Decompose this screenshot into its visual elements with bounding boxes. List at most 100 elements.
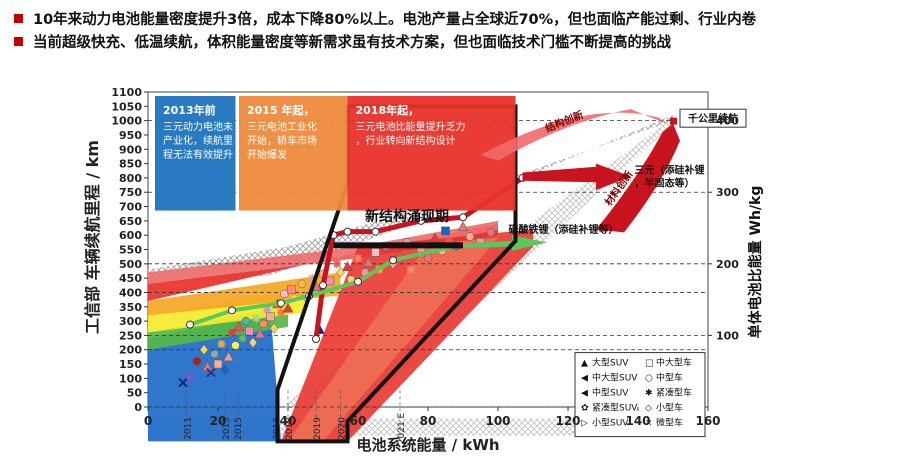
target-label: 千公里续航 [688,112,738,125]
vehicle-point [287,285,296,294]
legend-box [574,352,706,438]
y-axis-label-group: 工信部 车辆续航里程 / km [83,140,102,334]
vehicle-point [220,364,230,376]
y-tick-label: 550 [119,244,142,257]
material-innovation-arrow [596,123,680,233]
year-label: 2015 [234,417,244,440]
y-tick-label: 1000 [111,115,142,128]
energy-range-chart: 工信部 车辆续航里程 / km 单体电池比能量 Wh/kg 电池系统能量 / k… [83,86,764,454]
bullet-1: 10年来动力电池能量密度提升3倍，成本下降80%以上。电池产量占全球近70%，但… [14,8,756,29]
x-tick-label: 160 [695,414,720,428]
series-ternary-line [313,175,524,340]
year-label: 2020 [338,417,348,440]
legend-label: 微型车 [656,417,683,429]
vehicle-point [254,328,266,339]
vehicle-point [445,236,453,245]
vehicle-point [266,312,275,322]
legend-label: 大型SUV [592,357,629,369]
vehicle-point [429,232,441,243]
y-tick-label: 950 [119,129,142,142]
bullet-2-text: 当前超级快充、低温续航，体积能量密度等新需求虽有技术方案，但也面临技术门槛不断提… [33,35,671,51]
structure-innovation-arrow [480,109,666,161]
series-ternary-point [417,216,425,225]
vehicle-point [263,305,271,314]
year-label: 2013 [222,417,232,440]
y-tick-label: 850 [119,158,142,171]
y-tick-label: 50 [127,387,143,400]
vehicle-point [333,259,341,268]
vehicle-point [363,256,374,267]
vehicle-point [354,254,362,263]
legend-symbol: ▷ [581,419,588,429]
lfp-label: 磷酸铁锂（添硅补锂等） [509,223,619,236]
legend-label: 小型SUV [592,418,629,429]
vehicle-point [308,274,317,283]
y-tick-label: 750 [119,186,142,199]
x-tick-label: 100 [485,414,510,428]
era-title: 2018年起， [356,103,420,117]
legend-symbol: ◀ [581,389,588,399]
x-tick-label: 0 [144,414,152,428]
year-label: 2021 E [397,412,407,444]
x-tick-label: 20 [210,414,227,428]
era-text-line: 程无法有效提升 [163,148,233,161]
year-label: 2018 [285,417,295,440]
y-axis-right-label: 单体电池比能量 Wh/kg [747,186,764,339]
bullet-marker [14,37,23,46]
y-tick-label: 800 [119,172,142,185]
vehicle-point [223,351,234,362]
year-label: 2019 [313,417,323,440]
y-tick-label: 0 [134,401,142,414]
bullet-marker [14,14,23,23]
era-title: 2013年前 [163,103,216,117]
legend-label: 中型车 [656,372,683,384]
era-box-1 [239,96,348,211]
era-text-line: 三元电池工业化 [247,120,317,133]
year-label: 2011 [184,417,194,440]
bullet-2: 当前超级快充、低温续航，体积能量密度等新需求虽有技术方案，但也面临技术门槛不断提… [14,31,671,52]
vehicle-point [441,226,450,236]
legend-label: 紧凑型SUV [592,402,638,414]
x-tick-label: 140 [625,414,650,428]
legend-symbol: ▲ [581,359,588,369]
era-text-line: 开始爆发 [247,148,287,161]
y-tick-label: 450 [119,272,142,285]
vehicle-point [178,377,188,388]
target-marker [670,117,677,125]
vehicle-point [259,319,268,329]
vehicle-point [406,265,415,274]
vehicle-point [228,328,236,337]
y-tick-label: 500 [119,258,142,271]
vehicle-point [210,349,219,359]
y-tick-label: 200 [119,344,142,357]
x-tick-label: 40 [280,414,297,428]
vehicle-point [280,289,289,299]
series-ternary-point [371,227,380,236]
vehicle-point [465,232,475,241]
legend-label: 小型车 [656,402,683,414]
legend-symbol: ◇ [645,404,652,414]
legend-symbol: □ [645,359,654,369]
y-tick-label: 300 [119,315,142,328]
y-tick-label: 700 [119,201,142,214]
vehicle-point [231,341,240,350]
y-tick-label: 100 [119,372,142,385]
legend-symbol: ✿ [581,404,589,414]
y-tick-label: 650 [119,215,142,228]
era-text-line: 开始，轿车市场 [247,134,317,147]
vehicle-point [192,356,202,366]
y-right-tick-label: 100 [716,329,739,342]
plot-area: 2011 2013 2015 2016 2018 2019 2020 2021 E2013年前… [111,86,747,444]
bullet-1-text: 10年来动力电池能量密度提升3倍，成本下降80%以上。电池产量占全球近70%，但… [33,12,757,28]
vehicle-point [206,367,216,378]
vehicle-point [245,326,254,336]
y-right-tick-label: 400 [716,115,739,128]
ternary-arrowhead [522,163,631,191]
y-tick-label: 250 [119,329,142,342]
era-box-0 [155,96,236,211]
vehicle-point [486,228,496,237]
vehicle-point [248,337,258,348]
vehicle-point [238,334,247,343]
legend-label: 中大型车 [656,357,692,369]
vehicle-point [252,314,261,323]
